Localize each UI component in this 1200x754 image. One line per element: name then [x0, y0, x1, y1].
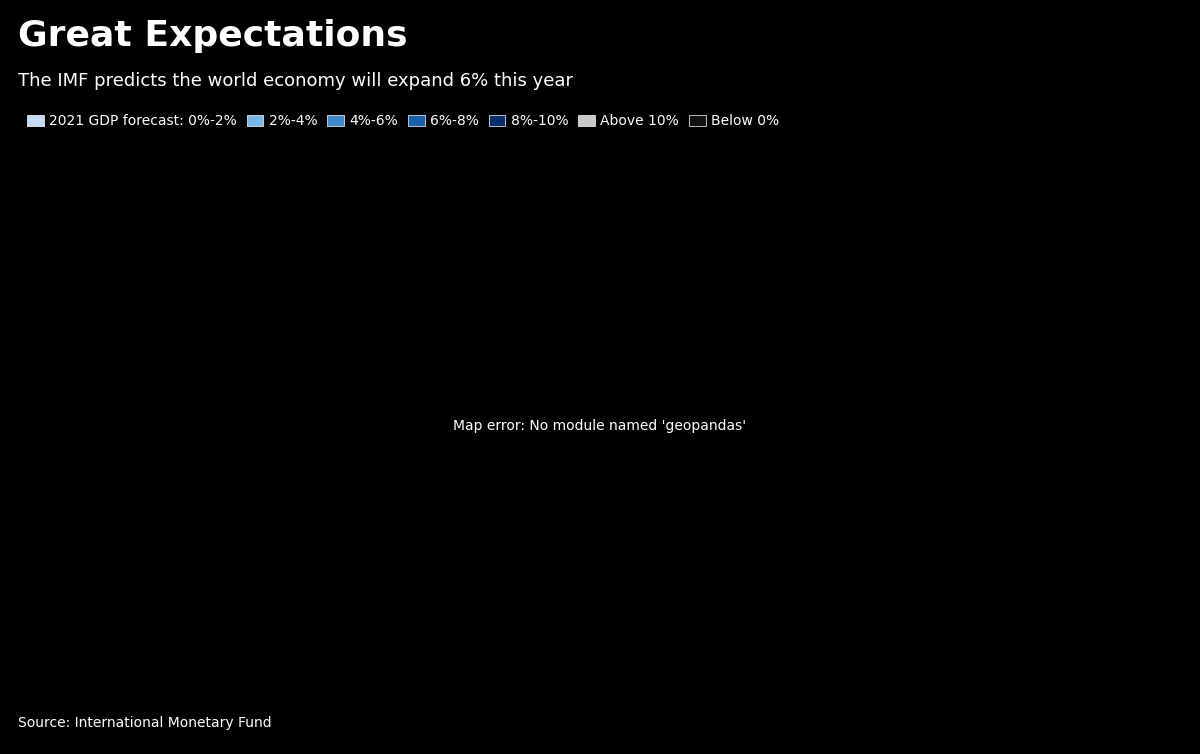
Legend: 2021 GDP forecast: 0%-2%, 2%-4%, 4%-6%, 6%-8%, 8%-10%, Above 10%, Below 0%: 2021 GDP forecast: 0%-2%, 2%-4%, 4%-6%, … [22, 109, 785, 134]
Text: The IMF predicts the world economy will expand 6% this year: The IMF predicts the world economy will … [18, 72, 574, 90]
Text: Source: International Monetary Fund: Source: International Monetary Fund [18, 716, 271, 730]
Text: Map error: No module named 'geopandas': Map error: No module named 'geopandas' [454, 419, 746, 433]
Text: Great Expectations: Great Expectations [18, 19, 408, 53]
